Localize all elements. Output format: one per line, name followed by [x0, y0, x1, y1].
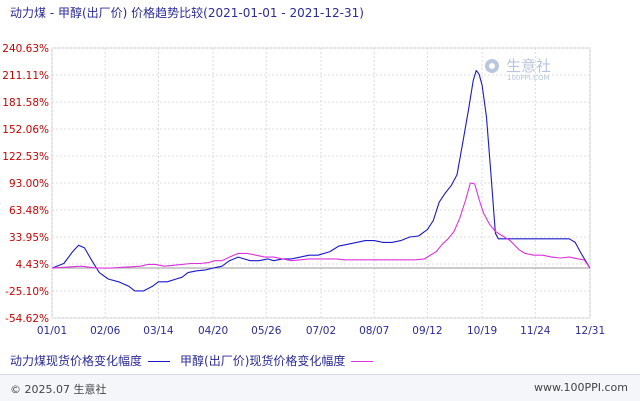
x-tick-label: 11/24	[520, 325, 551, 337]
x-tick-label: 04/20	[198, 325, 228, 337]
x-tick-label: 09/12	[412, 325, 442, 337]
legend: 动力煤现货价格变化幅度 甲醇(出厂价)现货价格变化幅度	[10, 352, 383, 369]
y-tick-label: -25.10%	[5, 286, 49, 298]
y-tick-label: 211.11%	[2, 70, 49, 82]
y-tick-label: 63.48%	[9, 205, 49, 217]
x-tick-label: 10/19	[467, 325, 497, 337]
x-tick-label: 05/26	[251, 325, 282, 337]
x-tick-label: 08/07	[359, 325, 389, 337]
x-tick-label: 01/01	[37, 325, 67, 337]
line-coal	[51, 69, 591, 292]
watermark-name: 生意社	[506, 57, 551, 75]
legend-label-methanol: 甲醇(出厂价)现货价格变化幅度	[180, 354, 346, 368]
chart-title: 动力煤 - 甲醇(出厂价) 价格趋势比较(2021-01-01 - 2021-1…	[10, 6, 364, 20]
x-tick-label: 07/02	[306, 325, 336, 337]
x-tick-label: 12/31	[575, 325, 605, 337]
watermark-url: 100PPI.COM	[507, 74, 550, 82]
y-tick-label: -54.62%	[5, 313, 49, 325]
copyright-text: © 2025.07 生意社	[10, 383, 107, 396]
y-tick-label: 240.63%	[2, 43, 49, 55]
x-tick-label: 03/14	[143, 325, 174, 337]
y-tick-label: 33.95%	[9, 232, 49, 244]
site-link[interactable]: www.100PPI.com	[534, 381, 628, 394]
y-tick-label: 122.53%	[2, 151, 49, 163]
y-tick-label: 152.06%	[2, 124, 49, 136]
x-tick-label: 02/06	[90, 325, 121, 337]
legend-label-coal: 动力煤现货价格变化幅度	[10, 354, 143, 368]
watermark-logo: 生意社 100PPI.COM	[485, 57, 551, 82]
y-tick-label: 181.58%	[2, 97, 49, 109]
legend-swatch-methanol	[351, 361, 374, 362]
y-tick-label: 4.43%	[16, 259, 49, 271]
footer-bar: © 2025.07 生意社 www.100PPI.com	[0, 374, 640, 401]
legend-swatch-coal	[148, 361, 171, 362]
y-tick-label: 93.00%	[9, 178, 49, 190]
line-methanol	[51, 182, 591, 269]
